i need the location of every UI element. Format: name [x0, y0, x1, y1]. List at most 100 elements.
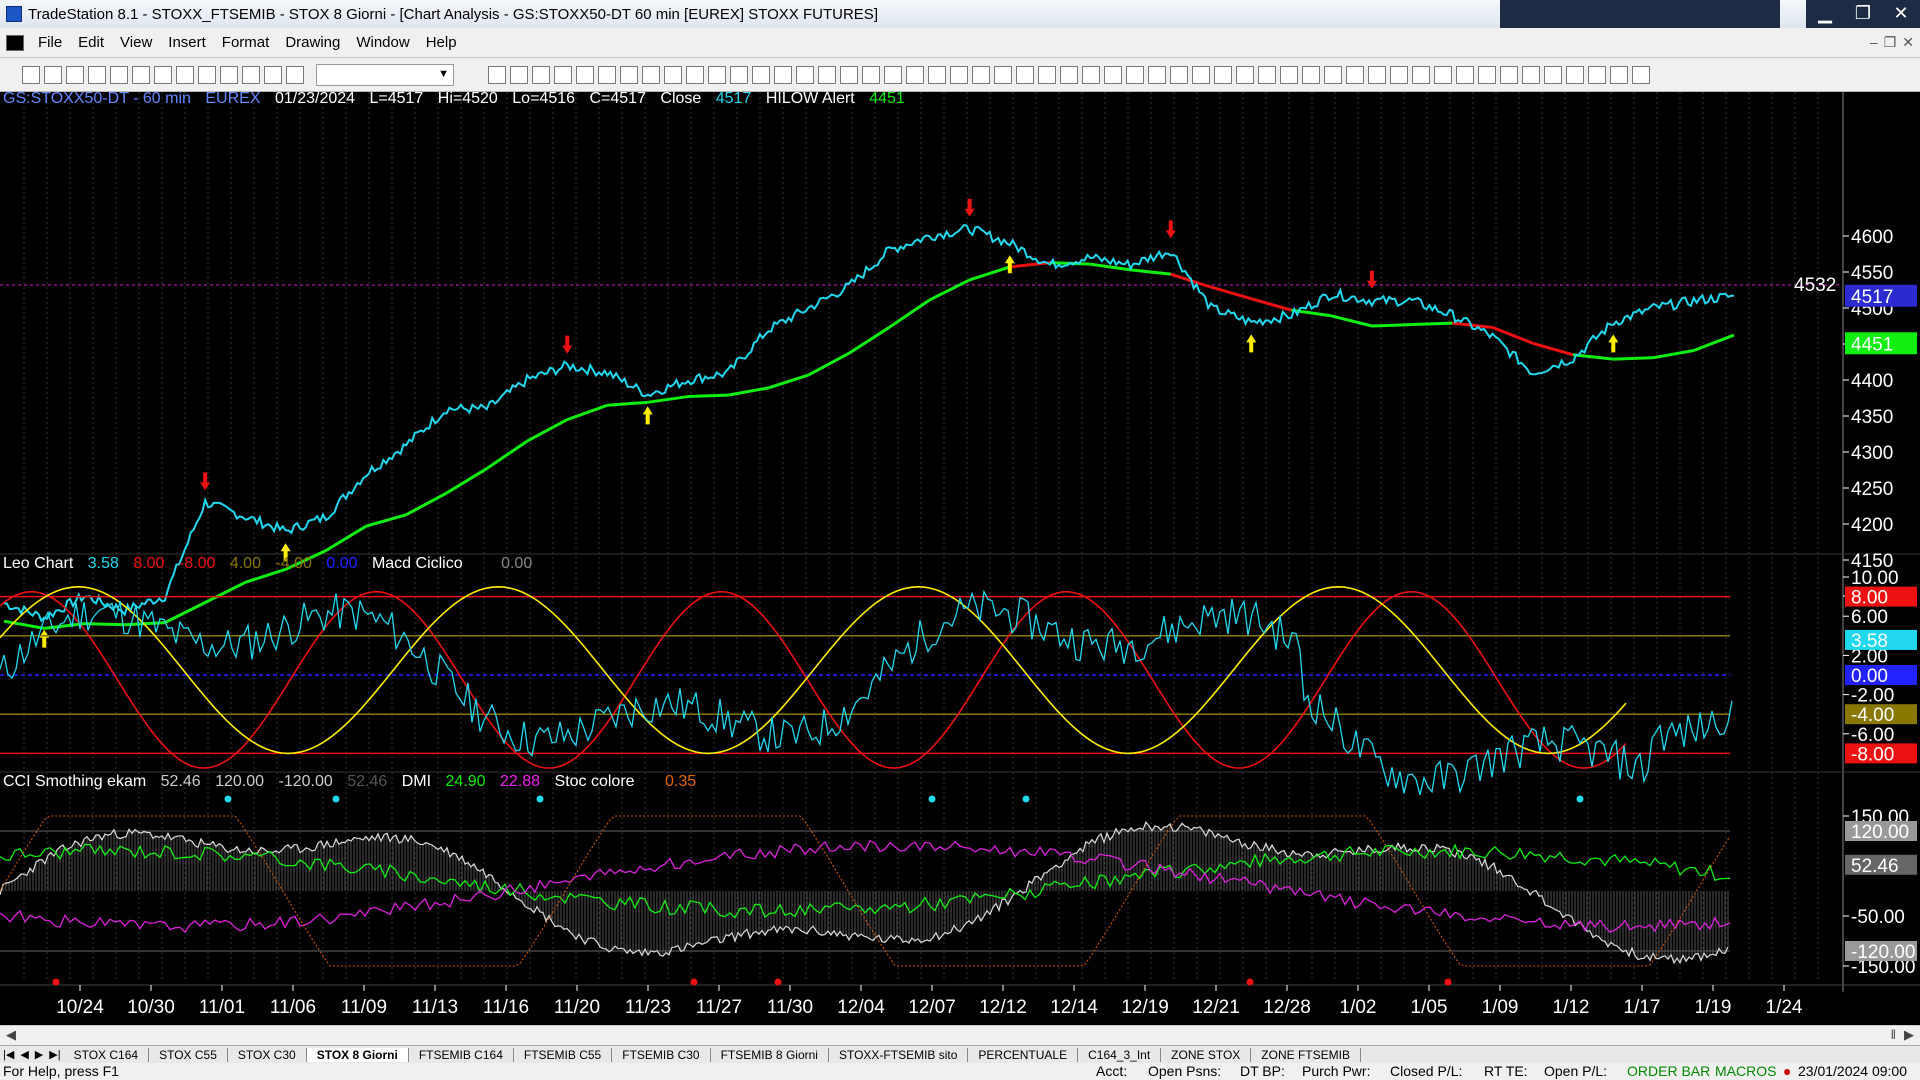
toolbar-tool-icon[interactable] — [532, 66, 550, 84]
menu-help[interactable]: Help — [425, 34, 457, 51]
toolbar-tool-icon[interactable] — [840, 66, 858, 84]
toolbar-tool-icon[interactable] — [220, 66, 238, 84]
toolbar-tool-icon[interactable] — [1236, 66, 1254, 84]
toolbar-tool-icon[interactable] — [88, 66, 106, 84]
toolbar-tool-icon[interactable] — [730, 66, 748, 84]
toolbar-tool-icon[interactable] — [1170, 66, 1188, 84]
toolbar-tool-icon[interactable] — [1016, 66, 1034, 84]
scroll-right-icon[interactable]: ▶ — [1904, 1027, 1914, 1042]
toolbar-tool-icon[interactable] — [598, 66, 616, 84]
toolbar-tool-icon[interactable] — [928, 66, 946, 84]
tab-nav-first[interactable]: |◀ — [3, 1049, 15, 1061]
tab-c164-3-int[interactable]: C164_3_Int — [1078, 1047, 1162, 1062]
toolbar-tool-icon[interactable] — [1632, 66, 1650, 84]
tab-nav-next[interactable]: ▶ — [34, 1049, 44, 1061]
menu-insert[interactable]: Insert — [168, 34, 206, 51]
tab-zone-ftsemib[interactable]: ZONE FTSEMIB — [1251, 1047, 1361, 1062]
toolbar-tool-icon[interactable] — [286, 66, 304, 84]
menu-format[interactable]: Format — [221, 34, 270, 51]
toolbar-tool-icon[interactable] — [752, 66, 770, 84]
toolbar-tool-icon[interactable] — [774, 66, 792, 84]
toolbar-tool-icon[interactable] — [576, 66, 594, 84]
menu-drawing[interactable]: Drawing — [285, 34, 341, 51]
toolbar-tool-icon[interactable] — [972, 66, 990, 84]
tab-percentuale[interactable]: PERCENTUALE — [968, 1047, 1079, 1062]
toolbar-tool-icon[interactable] — [1566, 66, 1584, 84]
scroll-left-icon[interactable]: ◀ — [6, 1027, 16, 1042]
toolbar-tool-icon[interactable] — [176, 66, 194, 84]
toolbar-tool-icon[interactable] — [664, 66, 682, 84]
toolbar-tool-icon[interactable] — [242, 66, 260, 84]
tab-nav-last[interactable]: ▶| — [49, 1049, 61, 1061]
toolbar-tool-icon[interactable] — [1214, 66, 1232, 84]
toolbar-tool-icon[interactable] — [110, 66, 128, 84]
toolbar-tool-icon[interactable] — [1500, 66, 1518, 84]
scroll-thumb-icon[interactable]: ‖ — [1890, 1027, 1896, 1042]
minimize-button[interactable]: ▁ — [1806, 0, 1844, 28]
tab-zone-stox[interactable]: ZONE STOX — [1161, 1047, 1252, 1062]
menu-edit[interactable]: Edit — [78, 34, 105, 51]
status-order-bar[interactable]: ORDER BAR — [1627, 1063, 1711, 1079]
toolbar-tool-icon[interactable] — [264, 66, 282, 84]
toolbar-tool-icon[interactable] — [554, 66, 572, 84]
mdi-minimize-icon[interactable]: – — [1869, 34, 1878, 50]
close-button[interactable]: ✕ — [1882, 0, 1920, 28]
toolbar-tool-icon[interactable] — [1060, 66, 1078, 84]
toolbar-tool-icon[interactable] — [1544, 66, 1562, 84]
tab-ftsemib-8-giorni[interactable]: FTSEMIB 8 Giorni — [711, 1047, 829, 1062]
mdi-restore-icon[interactable]: ❐ — [1883, 34, 1897, 50]
tab-stox-c164[interactable]: STOX C164 — [64, 1047, 150, 1062]
toolbar-tool-icon[interactable] — [818, 66, 836, 84]
toolbar-tool-icon[interactable] — [132, 66, 150, 84]
toolbar-tool-icon[interactable] — [1588, 66, 1606, 84]
chart-area[interactable]: 4600455045004450440043504300425042004150… — [0, 90, 1920, 1025]
toolbar-tool-icon[interactable] — [994, 66, 1012, 84]
toolbar-tool-icon[interactable] — [1346, 66, 1364, 84]
toolbar-tool-icon[interactable] — [1280, 66, 1298, 84]
tab-stoxx-ftsemib-sito[interactable]: STOXX-FTSEMIB sito — [829, 1047, 969, 1062]
toolbar-tool-icon[interactable] — [1258, 66, 1276, 84]
tab-stox-8-giorni[interactable]: STOX 8 Giorni — [306, 1047, 409, 1062]
toolbar-tool-icon[interactable] — [642, 66, 660, 84]
symbol-combo[interactable]: ▼ — [316, 64, 454, 86]
toolbar-tool-icon[interactable] — [1522, 66, 1540, 84]
toolbar-tool-icon[interactable] — [906, 66, 924, 84]
toolbar-tool-icon[interactable] — [66, 66, 84, 84]
maximize-button[interactable]: ❐ — [1844, 0, 1882, 28]
toolbar-tool-icon[interactable] — [1104, 66, 1122, 84]
toolbar-tool-icon[interactable] — [1302, 66, 1320, 84]
toolbar-tool-icon[interactable] — [796, 66, 814, 84]
chart-window-icon[interactable] — [6, 34, 24, 51]
toolbar-tool-icon[interactable] — [1610, 66, 1628, 84]
toolbar-tool-icon[interactable] — [510, 66, 528, 84]
tab-ftsemib-c30[interactable]: FTSEMIB C30 — [612, 1047, 711, 1062]
mdi-close-icon[interactable]: ✕ — [1902, 34, 1914, 50]
toolbar-tool-icon[interactable] — [884, 66, 902, 84]
tab-stox-c55[interactable]: STOX C55 — [149, 1047, 228, 1062]
toolbar-tool-icon[interactable] — [1192, 66, 1210, 84]
toolbar-tool-icon[interactable] — [1148, 66, 1166, 84]
toolbar-tool-icon[interactable] — [1412, 66, 1430, 84]
toolbar-tool-icon[interactable] — [862, 66, 880, 84]
toolbar-tool-icon[interactable] — [1434, 66, 1452, 84]
horizontal-scrollbar[interactable]: ◀ ‖ ▶ — [0, 1025, 1920, 1045]
chevron-down-icon[interactable]: ▼ — [438, 68, 449, 80]
toolbar-tool-icon[interactable] — [708, 66, 726, 84]
toolbar-tool-icon[interactable] — [44, 66, 62, 84]
toolbar-tool-icon[interactable] — [198, 66, 216, 84]
toolbar-tool-icon[interactable] — [1324, 66, 1342, 84]
menu-window[interactable]: Window — [356, 34, 410, 51]
toolbar-tool-icon[interactable] — [1126, 66, 1144, 84]
menu-file[interactable]: File — [38, 34, 63, 51]
menu-view[interactable]: View — [120, 34, 153, 51]
tab-nav-prev[interactable]: ◀ — [20, 1049, 29, 1061]
toolbar-tool-icon[interactable] — [686, 66, 704, 84]
tab-ftsemib-c55[interactable]: FTSEMIB C55 — [514, 1047, 613, 1062]
tab-ftsemib-c164[interactable]: FTSEMIB C164 — [409, 1047, 514, 1062]
toolbar-tool-icon[interactable] — [154, 66, 172, 84]
toolbar-tool-icon[interactable] — [1390, 66, 1408, 84]
status-macros[interactable]: MACROS — [1715, 1063, 1777, 1079]
chart-svg[interactable]: 4600455045004450440043504300425042004150… — [0, 92, 1920, 1025]
toolbar-tool-icon[interactable] — [950, 66, 968, 84]
toolbar-tool-icon[interactable] — [1082, 66, 1100, 84]
